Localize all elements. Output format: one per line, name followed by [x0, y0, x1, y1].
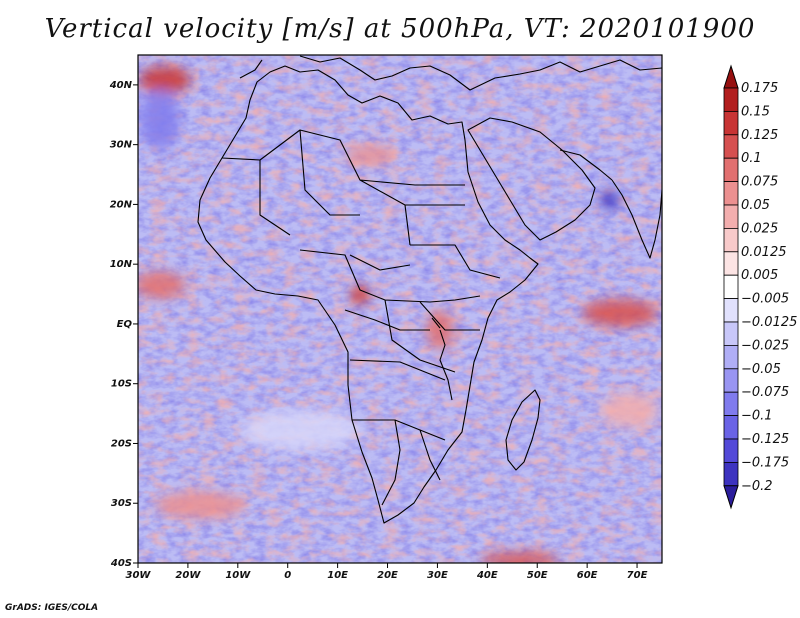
lake-outline: [431, 317, 453, 401]
x-tick-label: 10E: [327, 570, 348, 581]
colorbar-label: −0.175: [741, 455, 789, 470]
colorbar-label: 0.125: [741, 128, 778, 143]
colorbar-label: −0.125: [741, 432, 789, 447]
colorbar-label: −0.005: [741, 292, 789, 307]
y-tick-label: 10N: [110, 259, 133, 270]
y-tick-label: 20N: [110, 199, 133, 210]
arabia-coast: [467, 117, 596, 241]
colorbar-label: −0.075: [741, 385, 789, 400]
colorbar-swatch: [723, 87, 739, 112]
colorbar-top-arrow: [723, 64, 739, 89]
colorbar: 0.175 0.15 0.125 0.1 0.075 0.05 0.025 0.0125 0.0…: [723, 64, 797, 510]
colorbar-label: 0.15: [741, 104, 770, 119]
colorbar-swatch: [723, 181, 739, 206]
x-tick-label: 60E: [577, 570, 598, 581]
credit-label: GrADS: IGES/COLA: [5, 603, 99, 613]
colorbar-label: 0.175: [741, 81, 778, 96]
colorbar-label: 0.075: [741, 175, 778, 190]
colorbar-swatch: [723, 438, 739, 463]
country-boundaries: [197, 55, 662, 524]
colorbar-bottom-arrow: [723, 485, 739, 510]
colorbar-swatch: [723, 415, 739, 440]
europe-coast: [239, 55, 662, 91]
velocity-field: [138, 55, 662, 563]
x-tick-label: 10W: [225, 570, 251, 581]
plot-title: Vertical velocity [m/s] at 500hPa, VT: 2…: [44, 14, 756, 44]
y-tick-label: EQ: [117, 319, 133, 330]
x-tick-label: 50E: [527, 570, 548, 581]
x-tick-label: 20E: [377, 570, 398, 581]
colorbar-swatch: [723, 344, 739, 370]
colorbar-label: 0.05: [741, 198, 770, 213]
colorbar-label: 0.1: [741, 151, 762, 166]
colorbar-label: −0.025: [741, 338, 789, 353]
colorbar-label: −0.0125: [741, 315, 797, 330]
colorbar-label: 0.005: [741, 268, 778, 283]
gulf-coast: [559, 149, 613, 181]
colorbar-swatch: [723, 461, 739, 487]
colorbar-swatch: [723, 274, 739, 300]
x-tick-label: 30E: [427, 570, 448, 581]
madagascar-outline: [505, 389, 541, 471]
y-tick-label: 40N: [109, 80, 133, 91]
y-tick-label: 10S: [111, 379, 132, 390]
y-tick-label: 30S: [111, 498, 132, 509]
x-tick-label: 30W: [126, 570, 152, 581]
colorbar-swatch: [723, 157, 739, 182]
colorbar-swatch: [723, 134, 739, 159]
colorbar-label: −0.2: [741, 479, 773, 494]
colorbar-swatch: [723, 368, 739, 393]
africa-coastline: [197, 65, 539, 524]
y-tick-label: 20S: [111, 438, 132, 449]
colorbar-swatch: [723, 321, 739, 346]
internal-borders: [221, 129, 501, 506]
colorbar-swatch: [723, 391, 739, 417]
colorbar-label: −0.1: [741, 409, 773, 424]
colorbar-label: −0.05: [741, 362, 781, 377]
india-coast: [611, 179, 662, 259]
colorbar-swatch: [723, 251, 739, 276]
colorbar-swatch: [723, 298, 739, 323]
x-tick-label: 40E: [476, 570, 498, 581]
x-tick-label: 70E: [627, 570, 648, 581]
plot-frame: [137, 54, 663, 564]
x-tick-label: 0: [284, 570, 291, 581]
x-tick-label: 20W: [175, 570, 201, 581]
y-tick-label: 40S: [110, 558, 132, 569]
colorbar-label: 0.025: [741, 221, 778, 236]
colorbar-swatch: [723, 111, 739, 136]
y-tick-label: 30N: [110, 140, 133, 151]
map-axes: 30W 20W 10W 0 10E 20E 30E 40E 50E 60E 70E 40N 30N 20N…: [109, 80, 648, 581]
colorbar-swatch: [723, 204, 739, 229]
colorbar-swatch: [723, 227, 739, 253]
colorbar-label: 0.0125: [741, 245, 787, 260]
